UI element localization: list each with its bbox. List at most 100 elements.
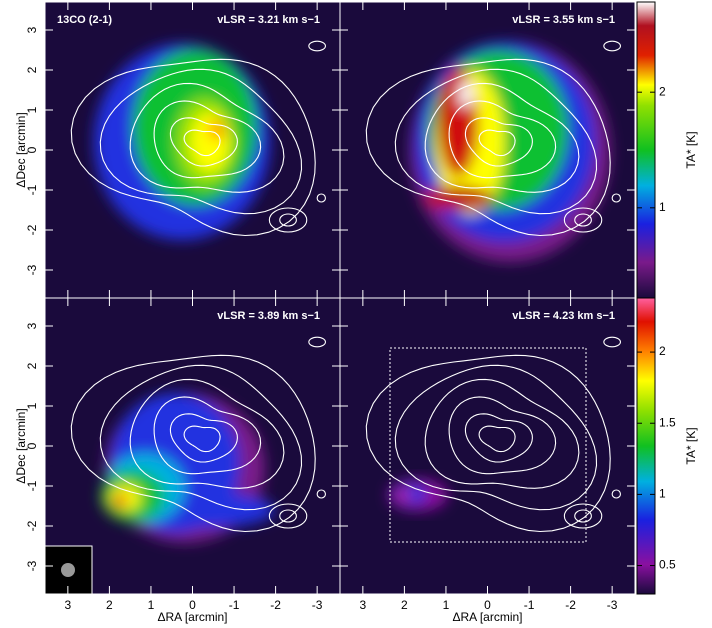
velocity-label: vLSR = 3.55 km s−1 [512, 14, 615, 26]
contour [308, 40, 327, 52]
y-tick-label: 0 [25, 146, 39, 153]
panel: vLSR = 3.55 km s−1 1 2 TA* [K] [339, 1, 698, 299]
contours [365, 40, 622, 237]
contour [316, 489, 327, 499]
y-tick-label: 0 [25, 442, 39, 449]
panel: -3 -2 -1 0 1 2 3 vLSR = 3.21 km s−1 13CO (2-1) ΔD… [14, 1, 341, 299]
contour [183, 129, 221, 157]
colorbar-tick-label: 2 [659, 84, 666, 98]
contour [308, 336, 327, 348]
x-tick-label: 2 [106, 598, 113, 612]
emission-blob [209, 120, 225, 140]
x-tick-label: 1 [148, 598, 155, 612]
field-box [389, 347, 587, 543]
x-tick-label: 3 [360, 598, 367, 612]
colorbar-tick-label: 2 [659, 344, 666, 358]
contour [268, 207, 308, 233]
y-tick-label: 2 [25, 66, 39, 73]
contour [478, 425, 516, 453]
contours [70, 336, 327, 533]
emission-blob [113, 494, 127, 508]
x-tick-label: 2 [401, 598, 408, 612]
contour [129, 82, 285, 193]
y-tick-label: -1 [25, 480, 39, 491]
contour [70, 354, 316, 533]
contour [563, 207, 603, 233]
y-tick-label: 3 [25, 322, 39, 329]
y-axis-label: ΔDec [arcmin] [14, 408, 28, 483]
x-axis-label: ΔRA [arcmin] [452, 610, 522, 624]
contour [603, 40, 622, 52]
contour [574, 213, 592, 227]
contour [316, 193, 327, 203]
y-tick-label: -3 [25, 560, 39, 571]
emission-blob [190, 112, 230, 172]
contour [448, 396, 557, 475]
y-tick-label: -1 [25, 184, 39, 195]
y-tick-label: 1 [25, 106, 39, 113]
emission-blob [459, 80, 473, 108]
contour [365, 58, 611, 237]
y-tick-label: -2 [25, 520, 39, 531]
contour [394, 68, 598, 215]
line-label: 13CO (2-1) [57, 14, 112, 26]
contour [611, 193, 622, 203]
y-tick-label: 2 [25, 362, 39, 369]
x-tick-label: -2 [270, 598, 281, 612]
contour [464, 413, 533, 463]
contour [611, 489, 622, 499]
velocity-label: vLSR = 3.89 km s−1 [217, 310, 320, 322]
x-tick-label: -2 [565, 598, 576, 612]
contour [153, 396, 262, 475]
x-tick-label: 1 [443, 598, 450, 612]
contour [279, 509, 297, 523]
contour [268, 503, 308, 529]
beam [61, 563, 75, 577]
y-tick-label: -2 [25, 224, 39, 235]
colorbar-label: TA* [K] [684, 131, 698, 168]
contour [70, 58, 316, 237]
contour [563, 503, 603, 529]
contour [99, 364, 303, 511]
contour [99, 68, 303, 215]
y-tick-label: 3 [25, 26, 39, 33]
velocity-label: vLSR = 3.21 km s−1 [217, 14, 320, 26]
colorbar [636, 297, 656, 595]
contour [169, 413, 238, 463]
y-tick-label: -3 [25, 264, 39, 275]
x-axis-label: ΔRA [arcmin] [157, 610, 227, 624]
contour [279, 213, 297, 227]
panel: 3 2 1 0 -1 -2 -3 -3 -2 -1 0 1 2 3 vLSR = 3.89 km s−1 ΔD… [14, 297, 341, 624]
contour [424, 82, 580, 193]
colorbar-tick-label: 1 [659, 487, 666, 501]
contour [478, 129, 516, 157]
colorbar-tick-label: 0.5 [659, 558, 676, 572]
x-tick-label: -3 [607, 598, 618, 612]
x-tick-label: 3 [65, 598, 72, 612]
contour [169, 117, 238, 167]
contour [464, 117, 533, 167]
colorbar-tick-label: 1 [659, 200, 666, 214]
contour [603, 336, 622, 348]
x-tick-label: 0 [189, 598, 196, 612]
x-tick-label: 0 [484, 598, 491, 612]
x-tick-label: -1 [229, 598, 240, 612]
contour [448, 100, 557, 179]
y-axis-label: ΔDec [arcmin] [14, 112, 28, 187]
contour [365, 354, 611, 533]
emission-blob [399, 490, 409, 500]
contour [183, 425, 221, 453]
contour [153, 100, 262, 179]
velocity-label: vLSR = 4.23 km s−1 [512, 310, 615, 322]
contour [394, 364, 598, 511]
emission-blob [394, 484, 426, 504]
contours [365, 336, 622, 533]
x-tick-label: -1 [524, 598, 535, 612]
contours [70, 40, 327, 237]
x-tick-label: -3 [312, 598, 323, 612]
panel: 3 2 1 0 -1 -2 -3 vLSR = 4.23 km s−1 ΔRA [arcmin]… [339, 297, 698, 624]
y-tick-label: 1 [25, 402, 39, 409]
map-background [340, 298, 635, 594]
contour [129, 378, 285, 489]
